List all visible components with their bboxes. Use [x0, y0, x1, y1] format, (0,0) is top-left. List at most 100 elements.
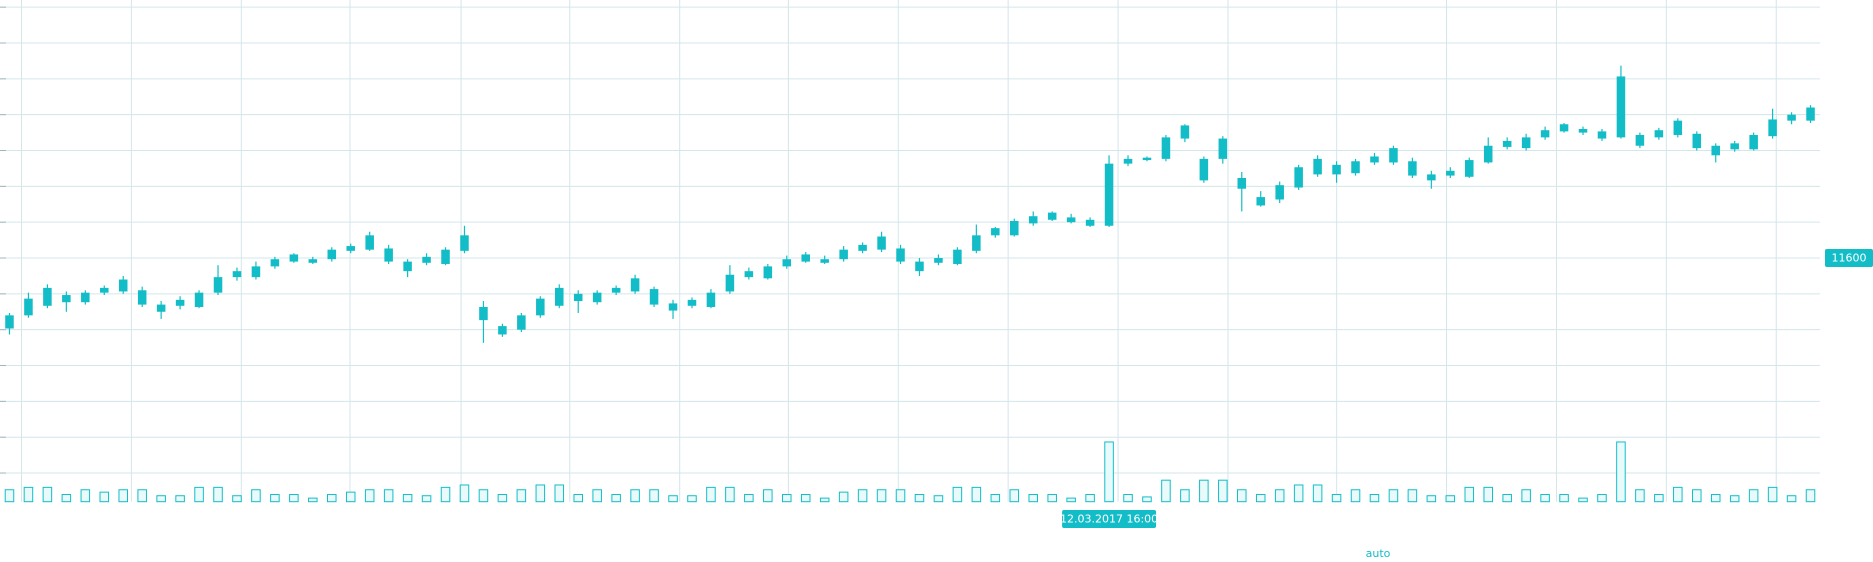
- volume-bar: [857, 489, 868, 503]
- volume-bar: [1142, 496, 1152, 503]
- scale-mode-button[interactable]: auto: [1366, 547, 1391, 560]
- volume-bar: [194, 486, 204, 503]
- candle-body: [1540, 130, 1550, 138]
- volume-bar: [1540, 494, 1550, 503]
- candle-body: [1559, 124, 1569, 132]
- candle-body: [706, 292, 716, 307]
- candle-body: [668, 303, 678, 311]
- volume-bar: [1218, 479, 1228, 503]
- volume-bar: [573, 494, 583, 503]
- date-label: 12.03.2017 16:00: [1060, 510, 1158, 528]
- candle-body: [62, 295, 71, 303]
- candle-body: [327, 249, 337, 260]
- volume-bar: [971, 486, 982, 503]
- volume-bar: [782, 494, 792, 503]
- volume-bar: [1786, 495, 1797, 503]
- volume-bar: [175, 495, 185, 503]
- volume-bar: [327, 494, 337, 503]
- candle-body: [43, 287, 52, 306]
- candle-body: [1161, 137, 1171, 159]
- volume-bar: [1255, 494, 1266, 503]
- candle-body: [782, 259, 792, 267]
- candle-body: [1465, 160, 1474, 177]
- candle-body: [24, 298, 33, 316]
- volume-bar: [592, 489, 602, 503]
- candle-body: [5, 315, 14, 329]
- volume-bar: [630, 489, 640, 503]
- candle-body: [839, 249, 848, 260]
- candle-body: [175, 299, 185, 306]
- candle-body: [877, 236, 886, 250]
- volume-bar: [1161, 479, 1171, 503]
- candle-body: [308, 259, 318, 263]
- volume-bar: [440, 486, 451, 503]
- volume-bar: [61, 494, 72, 503]
- candle-body: [1768, 119, 1777, 137]
- volume-bar: [914, 494, 925, 503]
- price-label-bg: [1825, 249, 1873, 268]
- candle-body: [991, 228, 1000, 236]
- candle-body: [1047, 212, 1057, 220]
- volume-bar: [118, 489, 128, 503]
- volume-bar: [1123, 494, 1133, 503]
- candle-body: [1104, 163, 1114, 226]
- volume-bar: [1692, 489, 1702, 503]
- candle-body: [611, 287, 621, 293]
- candle-body: [156, 304, 166, 312]
- candle-body: [536, 298, 545, 316]
- candle-body: [934, 258, 943, 263]
- volume-bar: [137, 489, 147, 503]
- candle-body: [555, 287, 564, 306]
- volume-bar: [1369, 494, 1380, 503]
- candle-body: [1787, 114, 1796, 121]
- candle-body: [1332, 164, 1341, 175]
- volume-bar: [687, 495, 697, 503]
- volume-bar: [1085, 494, 1095, 503]
- candle-body: [573, 293, 583, 302]
- candle-body: [630, 278, 640, 292]
- volume-bar: [1274, 489, 1285, 503]
- candle-body: [1313, 158, 1322, 175]
- volume-bar: [1578, 497, 1588, 503]
- candle-body: [1275, 185, 1284, 200]
- candle-body: [763, 266, 773, 279]
- candle-body: [498, 326, 507, 335]
- volume-bar: [1616, 441, 1626, 503]
- volume-bar: [1654, 494, 1664, 503]
- volume-bar: [459, 484, 470, 503]
- volume-bar: [1521, 489, 1531, 503]
- volume-bar: [99, 491, 110, 503]
- candle-body: [1654, 130, 1664, 138]
- volume-bar: [1331, 494, 1342, 503]
- volume-bar: [952, 486, 963, 503]
- volume-bar: [232, 495, 242, 503]
- volume-bar: [1350, 489, 1361, 503]
- candle-body: [1123, 158, 1133, 164]
- candle-body: [384, 248, 393, 262]
- candle-body: [1199, 158, 1209, 181]
- volume-bar: [345, 491, 356, 503]
- candle-body: [346, 246, 355, 251]
- candle-body: [1408, 161, 1417, 176]
- volume-bar: [402, 494, 413, 503]
- candle-body: [896, 248, 905, 262]
- candle-body: [1294, 167, 1303, 188]
- volume-bar: [876, 489, 887, 503]
- volume-bar: [1199, 479, 1209, 503]
- volume-bar: [1445, 495, 1456, 503]
- candle-body: [725, 274, 735, 292]
- volume-bar: [308, 497, 318, 503]
- candle-body: [270, 259, 280, 267]
- candle-body: [1446, 170, 1455, 176]
- volume-bar: [1066, 497, 1076, 503]
- candle-body: [1483, 145, 1493, 163]
- candle-body: [592, 292, 602, 303]
- candle-body: [1635, 134, 1645, 146]
- volume-bar: [725, 486, 735, 503]
- candle-body: [81, 292, 90, 303]
- volume-bar: [289, 494, 299, 503]
- volume-bar: [1597, 494, 1607, 503]
- volume-bar: [1502, 494, 1512, 503]
- candle-body: [289, 254, 299, 262]
